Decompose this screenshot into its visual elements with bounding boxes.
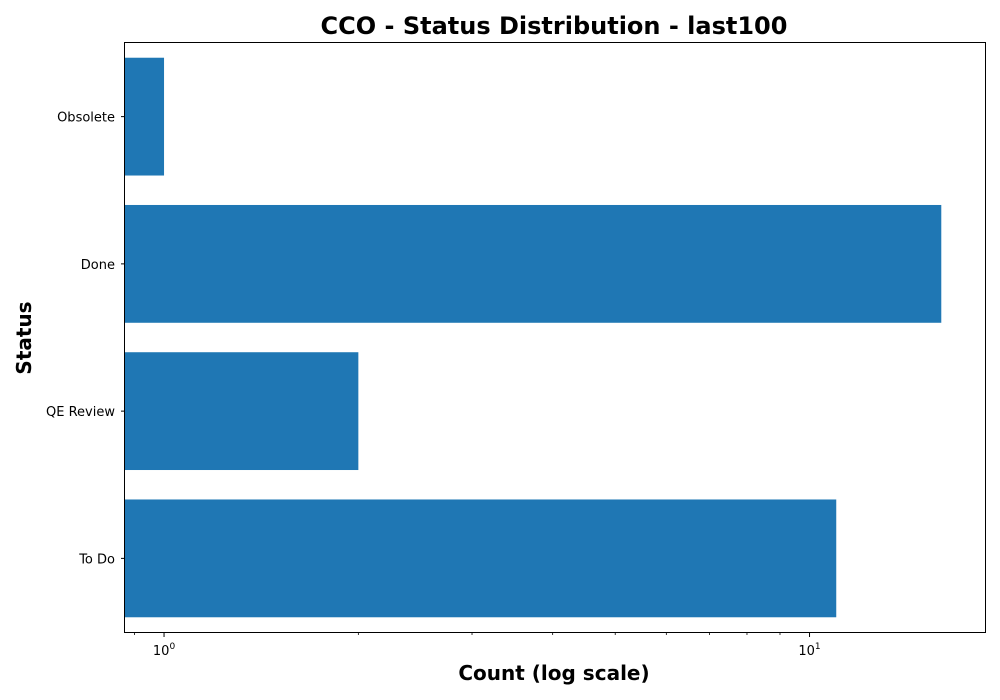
x-tick-label: 101 [798, 642, 820, 659]
x-axis-ticks: 100 101 [134, 632, 821, 659]
bar-done [125, 204, 942, 323]
x-tick-label: 100 [153, 642, 176, 659]
bar-to-do [125, 499, 837, 618]
y-tick-label: QE Review [46, 405, 115, 420]
x-axis-label: Count (log scale) [458, 661, 649, 685]
plot-frame [124, 42, 986, 633]
y-axis-label: Status [12, 301, 36, 374]
y-tick-label: To Do [78, 552, 115, 567]
y-tick-label: Obsolete [57, 111, 115, 126]
bar-qe-review [125, 352, 359, 471]
bar-obsolete [125, 57, 165, 176]
bars-group [125, 57, 942, 618]
y-axis-ticks: Obsolete Done QE Review To Do [46, 111, 125, 567]
chart-title: CCO - Status Distribution - last100 [321, 12, 788, 40]
y-tick-label: Done [81, 258, 115, 273]
